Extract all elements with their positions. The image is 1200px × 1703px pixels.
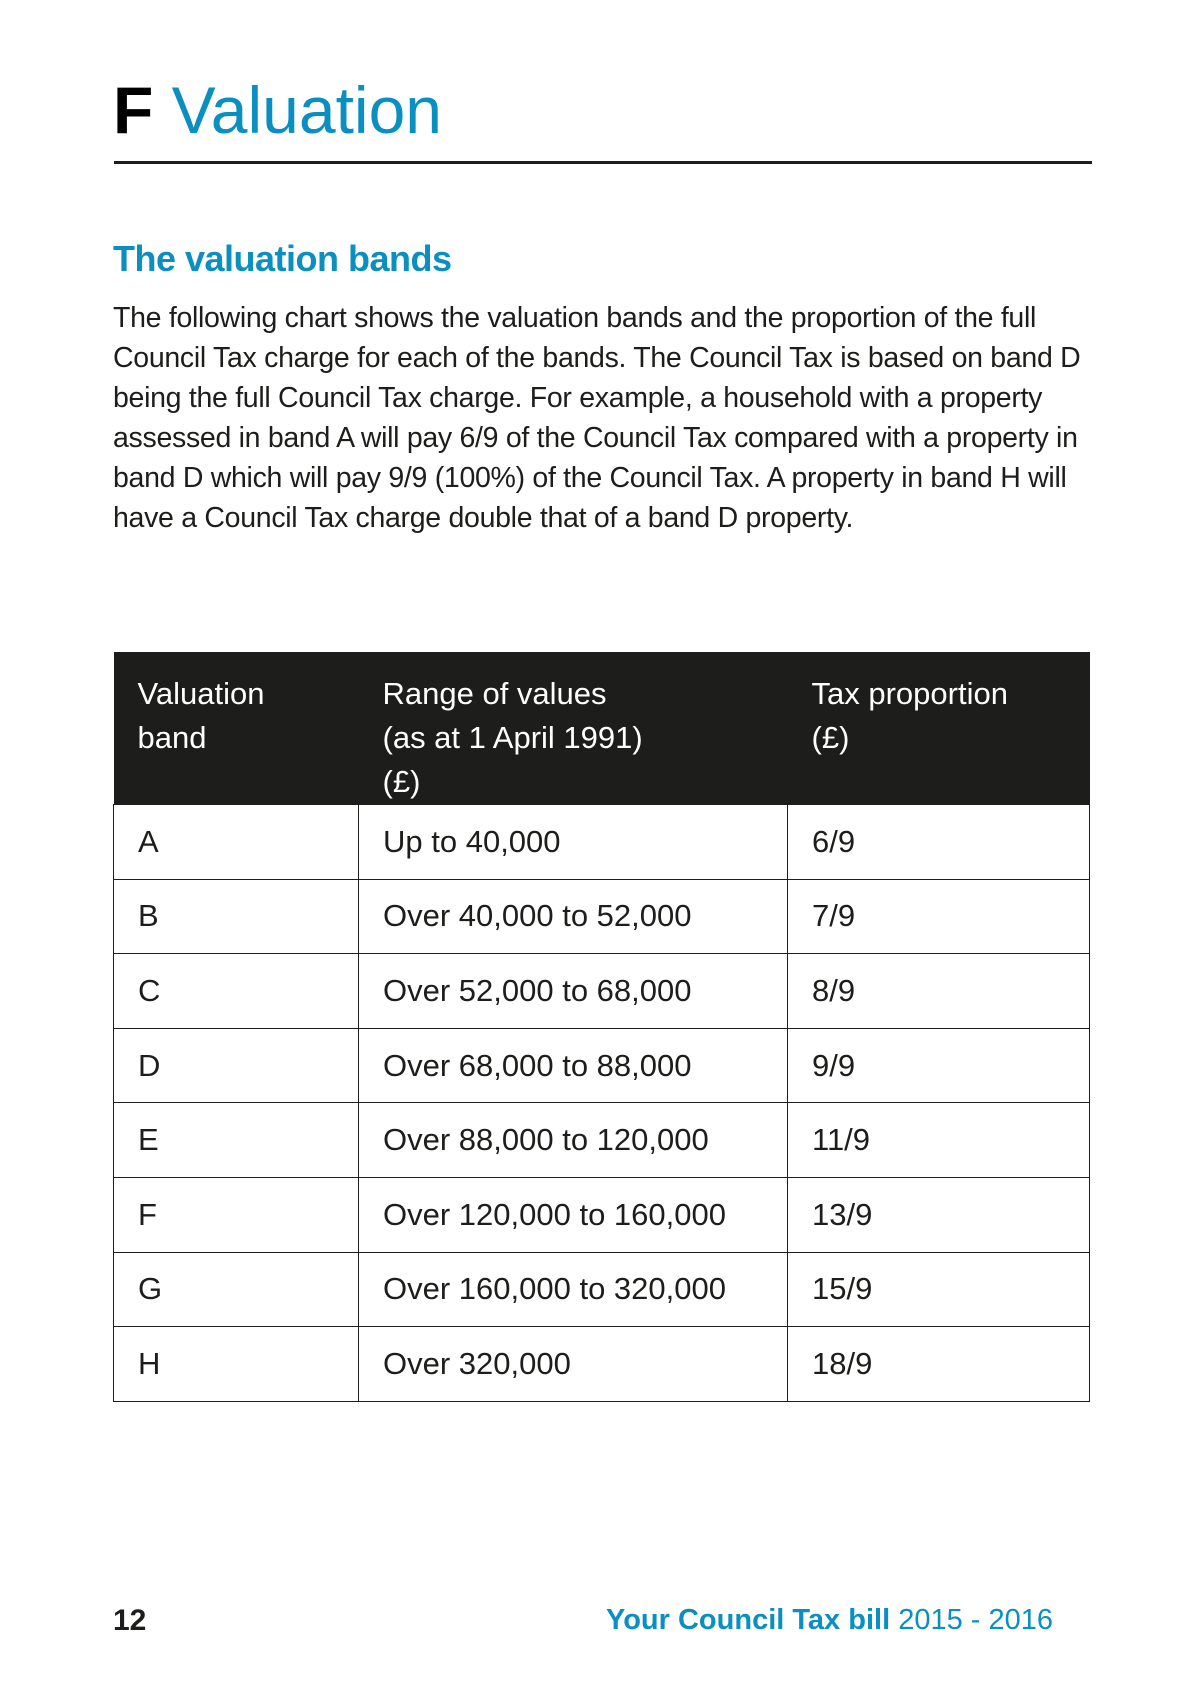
page-number: 12 bbox=[113, 1604, 147, 1637]
cell-band: F bbox=[113, 1176, 359, 1253]
cell-band: C bbox=[113, 953, 359, 1029]
cell-proportion: 11/9 bbox=[787, 1102, 1090, 1178]
cell-proportion: 18/9 bbox=[787, 1326, 1090, 1402]
cell-range: Over 160,000 to 320,000 bbox=[358, 1251, 788, 1328]
cell-range: Up to 40,000 bbox=[358, 804, 788, 880]
header-range-of-values: Range of values (as at 1 April 1991) (£) bbox=[358, 652, 788, 805]
header-valuation-band: Valuation band bbox=[113, 652, 359, 805]
cell-proportion: 13/9 bbox=[787, 1176, 1090, 1253]
cell-proportion: 7/9 bbox=[787, 878, 1090, 955]
cell-proportion: 9/9 bbox=[787, 1027, 1090, 1104]
publication-footer: Your Council Tax bill 2015 - 2016 bbox=[606, 1604, 1053, 1636]
divider bbox=[114, 161, 1092, 164]
cell-proportion: 8/9 bbox=[787, 953, 1090, 1029]
cell-band: H bbox=[113, 1326, 359, 1402]
table-row: D Over 68,000 to 88,000 9/9 bbox=[113, 1027, 1090, 1104]
table-row: F Over 120,000 to 160,000 13/9 bbox=[113, 1176, 1090, 1253]
table-row: C Over 52,000 to 68,000 8/9 bbox=[113, 953, 1090, 1029]
cell-range: Over 68,000 to 88,000 bbox=[358, 1027, 788, 1104]
table-row: A Up to 40,000 6/9 bbox=[113, 804, 1090, 880]
section-title: Valuation bbox=[171, 73, 442, 147]
section-heading: The valuation bands bbox=[113, 238, 452, 279]
valuation-bands-table: Valuation band Range of values (as at 1 Ap… bbox=[113, 652, 1090, 1402]
cell-band: E bbox=[113, 1102, 359, 1178]
table-header-row: Valuation band Range of values (as at 1 Ap… bbox=[113, 652, 1090, 805]
table-row: E Over 88,000 to 120,000 11/9 bbox=[113, 1102, 1090, 1178]
cell-proportion: 15/9 bbox=[787, 1251, 1090, 1328]
page-title: F Valuation bbox=[113, 72, 442, 148]
section-letter: F bbox=[113, 73, 154, 147]
table-row: H Over 320,000 18/9 bbox=[113, 1326, 1090, 1402]
table-row: G Over 160,000 to 320,000 15/9 bbox=[113, 1251, 1090, 1328]
header-tax-proportion: Tax proportion (£) bbox=[787, 652, 1090, 805]
body-paragraph: The following chart shows the valuation … bbox=[113, 302, 1081, 534]
cell-range: Over 52,000 to 68,000 bbox=[358, 953, 788, 1029]
cell-range: Over 120,000 to 160,000 bbox=[358, 1176, 788, 1253]
cell-proportion: 6/9 bbox=[787, 804, 1090, 880]
cell-range: Over 40,000 to 52,000 bbox=[358, 878, 788, 955]
cell-band: B bbox=[113, 878, 359, 955]
table-row: B Over 40,000 to 52,000 7/9 bbox=[113, 878, 1090, 955]
cell-band: D bbox=[113, 1027, 359, 1104]
cell-range: Over 320,000 bbox=[358, 1326, 788, 1402]
cell-range: Over 88,000 to 120,000 bbox=[358, 1102, 788, 1178]
cell-band: G bbox=[113, 1251, 359, 1328]
cell-band: A bbox=[113, 804, 359, 880]
